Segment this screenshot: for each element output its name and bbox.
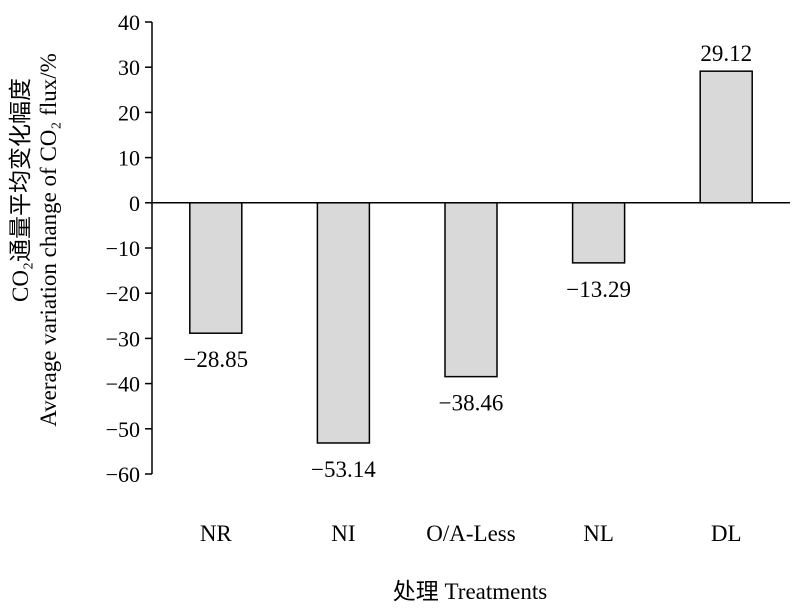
y-tick-label: −30 xyxy=(106,326,140,351)
bar-nl xyxy=(571,202,626,264)
x-category-label: NL xyxy=(583,521,614,546)
data-labels: −28.85 −53.14 −38.46 −13.29 29.12 xyxy=(183,41,752,482)
x-axis-title: 处理 Treatments xyxy=(393,579,547,604)
y-tick-label: 20 xyxy=(118,100,140,125)
y-tick-label: 30 xyxy=(118,55,140,80)
data-label: −38.46 xyxy=(439,391,504,416)
y-tick-label: 10 xyxy=(118,146,140,171)
x-category-label: DL xyxy=(711,521,742,546)
data-label: −13.29 xyxy=(566,277,631,302)
bar-o-a-less xyxy=(444,202,498,378)
data-label: −28.85 xyxy=(183,347,248,372)
y-axis-title-line2: Average variation change of CO₂ flux/% xyxy=(36,53,61,427)
bars xyxy=(189,70,753,444)
y-tick-label: −50 xyxy=(106,417,140,442)
x-category-label: O/A-Less xyxy=(426,521,515,546)
y-tick-label: −10 xyxy=(106,236,140,261)
bar-nr xyxy=(189,202,243,334)
x-category-label: NI xyxy=(331,521,355,546)
y-ticks: 40 30 20 10 0 −10 −20 −30 −40 −50 −60 xyxy=(106,10,152,487)
x-category-label: NR xyxy=(200,521,233,546)
data-label: 29.12 xyxy=(700,41,752,66)
data-label: −53.14 xyxy=(311,457,376,482)
y-tick-label: −20 xyxy=(106,281,140,306)
bar-dl xyxy=(699,70,753,204)
y-tick-label: 0 xyxy=(129,191,140,216)
y-tick-label: −40 xyxy=(106,372,140,397)
y-axis-title-line1: CO₂通量平均变化幅度 xyxy=(8,78,33,302)
y-tick-label: 40 xyxy=(118,10,140,35)
bar-ni xyxy=(316,202,371,444)
y-tick-label: −60 xyxy=(106,462,140,487)
x-category-labels: NR NI O/A-Less NL DL xyxy=(200,521,742,546)
